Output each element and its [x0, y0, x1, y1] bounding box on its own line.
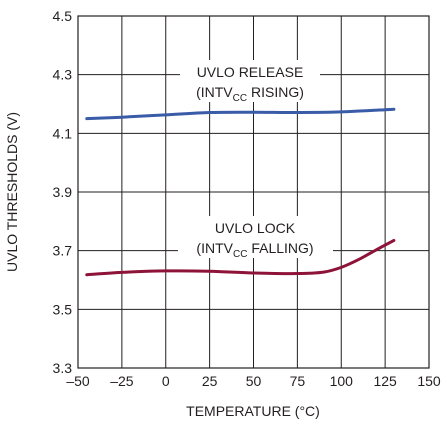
x-tick-label: 75 — [290, 373, 306, 389]
x-tick-label: 125 — [373, 373, 397, 389]
y-tick-label: 3.3 — [53, 360, 73, 376]
series-line-uvlo-release — [85, 107, 396, 121]
series-line-uvlo-lock — [85, 238, 396, 277]
annotation-lock-line2: (INTVCC FALLING) — [196, 240, 313, 260]
x-tick-label: 100 — [330, 373, 354, 389]
y-tick-label: 4.5 — [53, 8, 73, 24]
x-tick-label: 25 — [202, 373, 218, 389]
y-tick-label: 4.3 — [53, 67, 73, 83]
annotation-release-line2: (INTVCC RISING) — [196, 84, 304, 104]
y-axis-title: UVLO THRESHOLDS (V) — [4, 112, 20, 272]
x-tick-label: –50 — [66, 373, 90, 389]
annotation-uvlo-release: UVLO RELEASE (INTVCC RISING) — [180, 60, 320, 104]
series-layer — [85, 107, 396, 277]
y-tick-label: 3.5 — [53, 301, 73, 317]
plot-frame — [77, 15, 430, 369]
x-tick-label: 50 — [246, 373, 262, 389]
y-tick-label: 3.9 — [53, 184, 73, 200]
x-axis-title: TEMPERATURE (°C) — [186, 403, 320, 419]
annotation-lock-line1: UVLO LOCK — [215, 220, 296, 236]
y-tick-label: 4.1 — [53, 125, 73, 141]
annotation-release-line1: UVLO RELEASE — [197, 64, 304, 80]
x-tick-label: 0 — [162, 373, 170, 389]
annotation-uvlo-lock: UVLO LOCK (INTVCC FALLING) — [178, 216, 333, 260]
tick-labels: –50 –25 0 25 50 75 100 125 150 3.3 3.5 3.7 3.9 4.1 4.3… — [53, 8, 441, 389]
y-tick-label: 3.7 — [53, 243, 73, 259]
x-tick-label: 150 — [417, 373, 441, 389]
x-tick-label: –25 — [110, 373, 134, 389]
